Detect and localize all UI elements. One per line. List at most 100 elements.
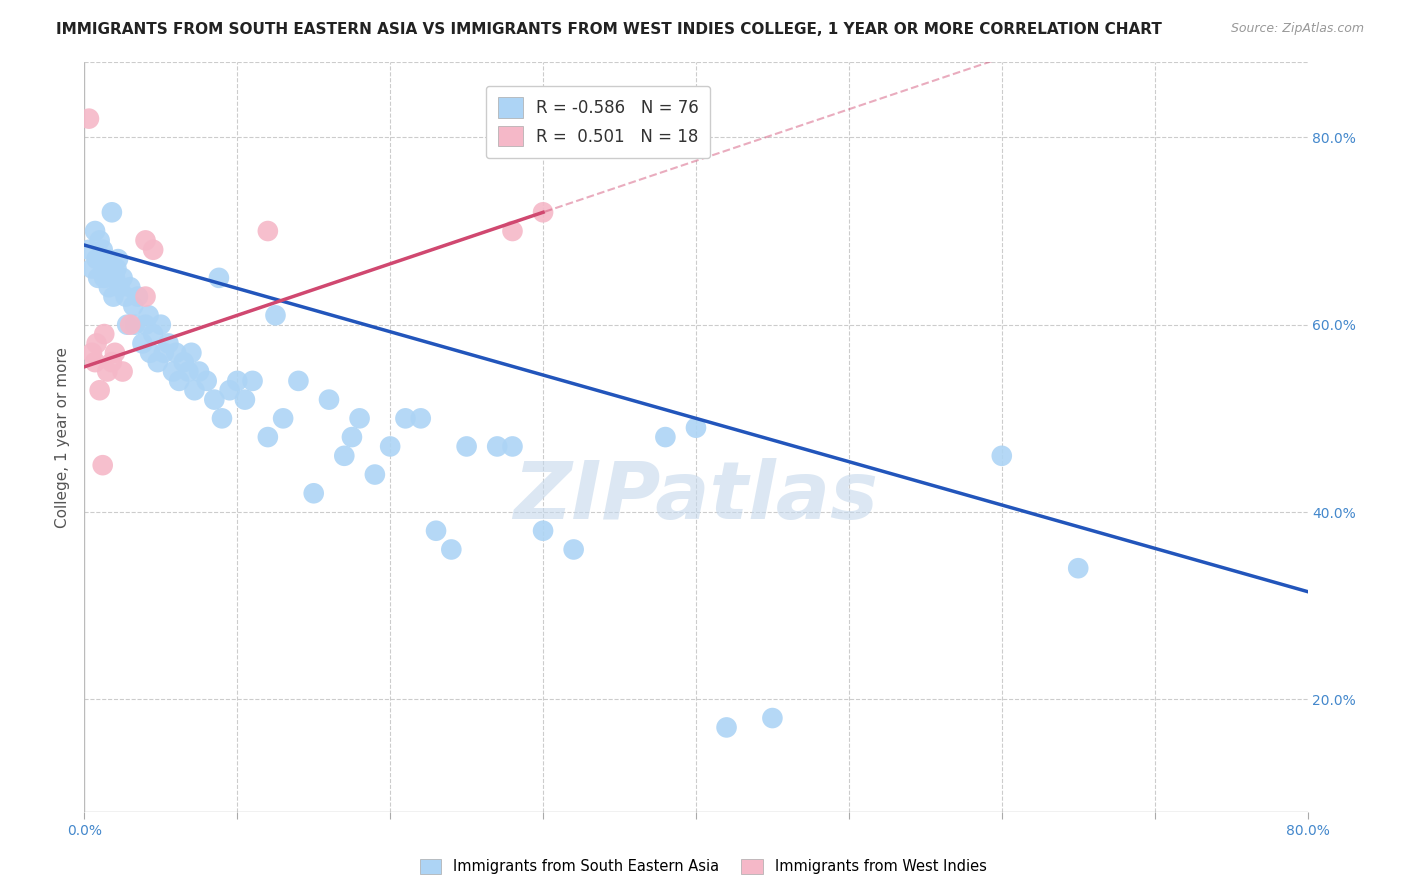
Point bbox=[502, 224, 524, 238]
Point bbox=[333, 449, 356, 463]
Point bbox=[139, 345, 162, 359]
Point bbox=[111, 364, 134, 378]
Point bbox=[188, 364, 211, 378]
Point bbox=[531, 524, 554, 538]
Point bbox=[271, 411, 294, 425]
Point bbox=[135, 233, 157, 247]
Point bbox=[96, 252, 118, 266]
Point bbox=[80, 261, 103, 276]
Point bbox=[257, 224, 280, 238]
Point bbox=[364, 467, 387, 482]
Point bbox=[91, 458, 114, 473]
Point bbox=[380, 440, 402, 453]
Point bbox=[208, 271, 231, 285]
Point bbox=[127, 289, 149, 303]
Point bbox=[84, 224, 107, 238]
Point bbox=[456, 440, 478, 453]
Point bbox=[135, 318, 157, 332]
Point bbox=[562, 542, 585, 557]
Point bbox=[103, 289, 125, 303]
Point bbox=[122, 299, 145, 313]
Point bbox=[287, 374, 309, 388]
Point bbox=[120, 318, 142, 332]
Point bbox=[425, 524, 447, 538]
Point bbox=[167, 374, 190, 388]
Point bbox=[654, 430, 676, 444]
Point bbox=[84, 355, 107, 369]
Point bbox=[183, 384, 205, 398]
Point bbox=[77, 112, 100, 126]
Point bbox=[146, 355, 169, 369]
Point bbox=[138, 309, 160, 323]
Point bbox=[91, 243, 114, 257]
Point bbox=[716, 721, 738, 735]
Point bbox=[991, 449, 1014, 463]
Point bbox=[153, 345, 176, 359]
Point bbox=[409, 411, 432, 425]
Point bbox=[80, 345, 103, 359]
Point bbox=[242, 374, 264, 388]
Point bbox=[685, 420, 707, 434]
Point bbox=[340, 430, 363, 444]
Point bbox=[165, 345, 187, 359]
Point bbox=[87, 271, 110, 285]
Point bbox=[107, 252, 129, 266]
Point bbox=[120, 280, 142, 294]
Point bbox=[211, 411, 233, 425]
Y-axis label: College, 1 year or more: College, 1 year or more bbox=[55, 347, 70, 527]
Point bbox=[264, 309, 287, 323]
Point bbox=[101, 205, 124, 219]
Point bbox=[108, 280, 131, 294]
Point bbox=[761, 711, 783, 725]
Point bbox=[93, 271, 115, 285]
Point bbox=[233, 392, 256, 407]
Point bbox=[394, 411, 416, 425]
Point bbox=[218, 384, 240, 398]
Point bbox=[105, 261, 128, 276]
Point bbox=[77, 243, 100, 257]
Point bbox=[90, 252, 112, 266]
Point bbox=[115, 318, 138, 332]
Legend: Immigrants from South Eastern Asia, Immigrants from West Indies: Immigrants from South Eastern Asia, Immi… bbox=[413, 853, 993, 880]
Point bbox=[257, 430, 280, 444]
Text: IMMIGRANTS FROM SOUTH EASTERN ASIA VS IMMIGRANTS FROM WEST INDIES COLLEGE, 1 YEA: IMMIGRANTS FROM SOUTH EASTERN ASIA VS IM… bbox=[56, 22, 1163, 37]
Point bbox=[162, 364, 184, 378]
Point bbox=[89, 384, 111, 398]
Point bbox=[502, 440, 524, 453]
Point bbox=[486, 440, 509, 453]
Point bbox=[96, 364, 118, 378]
Point bbox=[111, 271, 134, 285]
Point bbox=[180, 345, 202, 359]
Point bbox=[86, 336, 108, 351]
Point bbox=[104, 345, 127, 359]
Point bbox=[349, 411, 371, 425]
Point bbox=[531, 205, 554, 219]
Point bbox=[226, 374, 249, 388]
Point bbox=[302, 486, 325, 500]
Point bbox=[1067, 561, 1090, 575]
Point bbox=[97, 280, 120, 294]
Point bbox=[195, 374, 218, 388]
Point bbox=[318, 392, 340, 407]
Point bbox=[114, 289, 136, 303]
Point bbox=[149, 318, 172, 332]
Point bbox=[86, 252, 108, 266]
Text: Source: ZipAtlas.com: Source: ZipAtlas.com bbox=[1230, 22, 1364, 36]
Point bbox=[131, 336, 153, 351]
Legend: R = -0.586   N = 76, R =  0.501   N = 18: R = -0.586 N = 76, R = 0.501 N = 18 bbox=[486, 86, 710, 158]
Point bbox=[157, 336, 180, 351]
Point bbox=[177, 364, 200, 378]
Point bbox=[440, 542, 463, 557]
Point bbox=[142, 243, 165, 257]
Point bbox=[98, 261, 121, 276]
Point bbox=[101, 355, 124, 369]
Point bbox=[173, 355, 195, 369]
Point bbox=[124, 318, 146, 332]
Point bbox=[89, 233, 111, 247]
Point bbox=[135, 289, 157, 303]
Text: ZIPatlas: ZIPatlas bbox=[513, 458, 879, 536]
Point bbox=[202, 392, 225, 407]
Point bbox=[104, 271, 127, 285]
Point bbox=[93, 326, 115, 341]
Point bbox=[142, 326, 165, 341]
